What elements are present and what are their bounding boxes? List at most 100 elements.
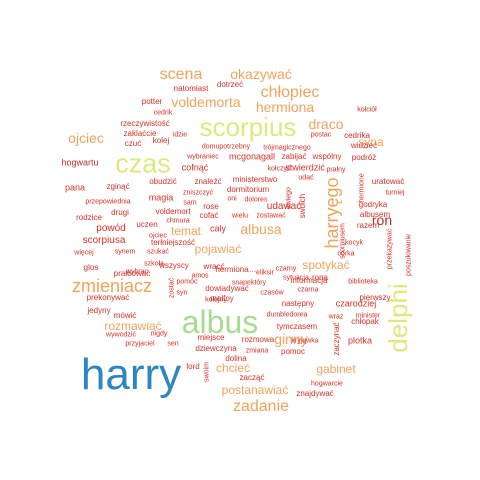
word-gabinet: gabinet <box>316 362 356 376</box>
word-malfoy: malfoy <box>210 294 234 303</box>
word-kryjowka: kryjąwka <box>291 337 319 345</box>
word-dowiadywac: dowiadywać <box>205 284 249 293</box>
word-czarny: czarny <box>275 265 297 273</box>
word-okazywac: okazywać <box>230 66 292 82</box>
word-podroz: podróż <box>351 153 377 162</box>
word-nastepny: następny <box>281 299 315 308</box>
word-kolej: kolej <box>152 136 170 145</box>
word-synem: synem <box>114 248 136 256</box>
word-ojciec: ojciec <box>68 130 104 146</box>
word-natomiast: natomiast <box>173 84 209 93</box>
word-harry: harry <box>80 350 182 399</box>
word-wybraniec: wybraniec <box>187 153 219 161</box>
word-drugi: drugi <box>111 208 129 217</box>
word-wracac: wracć <box>203 262 225 271</box>
word-znajdywac: znajdywać <box>296 389 334 398</box>
word-sen: sen <box>167 340 179 348</box>
word-dolores: dolores <box>244 196 268 204</box>
word-zginac: zginąć <box>106 182 130 191</box>
word-albusa: albusa <box>240 221 282 237</box>
word-swoim: swoim <box>203 362 211 382</box>
word-wraz: wraz <box>328 313 344 321</box>
word-stwierdzic: stwierdzić <box>285 162 325 173</box>
word-prekonywac: prekonywać <box>86 293 130 302</box>
word-zmieniacz: zmieniacz <box>71 276 153 296</box>
word-trojmagicznego: trójmagicznego <box>263 144 311 152</box>
word-kolejny: kolejny <box>205 296 227 304</box>
word-idzie: idzie <box>172 131 188 139</box>
word-potter: potter <box>141 97 163 106</box>
word-pomoc: pomoc <box>280 347 306 356</box>
word-mowic: mówić <box>113 311 137 320</box>
word-minister: minister <box>355 312 381 320</box>
word-miejsce: miejsce <box>197 333 225 342</box>
word-przekazywac: przekazywać <box>386 228 394 270</box>
word-biblioteka: biblioteka <box>348 278 378 286</box>
word-udawac: udawać <box>266 201 302 212</box>
word-wiecej: więcej <box>74 249 94 257</box>
word-zaczac: zacząć <box>239 373 265 382</box>
word-zostawac: zostawać <box>256 212 286 220</box>
word-dziewczyna: dziewczyna <box>195 344 237 353</box>
word-cofac: cofać <box>199 211 219 220</box>
word-szukac: szukać <box>147 248 169 256</box>
word-znalezc: znaleźć <box>194 177 222 186</box>
word-oni: oni <box>227 195 237 203</box>
word-chciec: chcieć <box>215 361 251 375</box>
word-godryka: godryka <box>358 200 388 209</box>
word-zmiana: zmiana <box>245 347 269 355</box>
word-hermione: hermione <box>358 173 366 203</box>
word-pomoc-2: pomóc <box>176 278 198 286</box>
word-eliksir: eliksir <box>256 269 274 277</box>
word-zaczynac: zaczynać <box>332 322 341 356</box>
word-przepowiednia: przepowiednia <box>85 198 131 206</box>
word-temat: temat <box>170 224 202 238</box>
word-nigdy: nigdy <box>150 330 168 338</box>
word-rona: rona <box>311 273 329 282</box>
word-ron: ron <box>371 212 393 228</box>
word-zniszczyc: zniszczyć <box>183 189 213 197</box>
word-mcgonagall: mcgonagall <box>228 151 276 162</box>
word-harryego: harryęgo <box>322 177 342 249</box>
word-konczyc: kołczyć <box>267 165 291 173</box>
word-przyjaciel: przyjaciel <box>125 340 155 348</box>
word-chmura: chmura <box>166 217 190 225</box>
word-cedrika: cedrika <box>344 131 370 140</box>
word-pralbowac: prałbować <box>113 269 151 278</box>
word-pana: pana <box>64 182 86 193</box>
word-draco: draco <box>308 116 344 132</box>
word-corka: córka <box>337 250 355 258</box>
word-syn: syn <box>176 289 188 297</box>
word-widziec: widzieć <box>350 141 378 150</box>
word-informacja: informacja <box>290 276 328 285</box>
word-pojawiac: pojawiać <box>194 242 242 256</box>
word-rozmawiac: rozmawiać <box>104 319 162 333</box>
word-postac: postac <box>310 131 332 139</box>
word-sytuacja: sytuacja <box>283 274 309 282</box>
word-zostac: zostać <box>168 277 176 299</box>
word-czarodziej: czarodziej <box>335 298 377 309</box>
word-wielu: wielu <box>232 212 248 220</box>
word-rzeczywistosc: rzeczywistość <box>120 119 170 128</box>
word-spotykac: spotykać <box>302 258 350 272</box>
word-czasow: czasów <box>260 289 284 297</box>
word-snapektory: snapektóry <box>231 279 267 287</box>
word-ojciec-small: ojciec <box>149 232 167 240</box>
word-swiego: swiego <box>285 187 293 209</box>
word-czuc: czuć <box>124 139 142 148</box>
word-powod: powód <box>96 223 126 234</box>
word-obudzic: obudzić <box>149 177 177 186</box>
word-lord: lord <box>186 362 200 371</box>
word-hermiona-2: hermiona… <box>215 265 257 274</box>
word-jedyny: jedyny <box>87 306 111 315</box>
word-czarna: czarna <box>297 286 319 294</box>
word-wybrac: wybrac <box>125 268 149 276</box>
word-wywodzic: wywodzić <box>106 331 136 339</box>
word-rodzice: rodzice <box>76 213 102 222</box>
word-glos: glos <box>83 263 99 272</box>
word-albus: albus <box>181 304 259 340</box>
word-wspolny: wspólny <box>312 152 342 161</box>
word-poszukiwanie: poszukiwanie <box>405 233 413 277</box>
word-dormitorium: dormitorium <box>226 185 270 194</box>
word-uczen: uczen <box>136 220 158 229</box>
